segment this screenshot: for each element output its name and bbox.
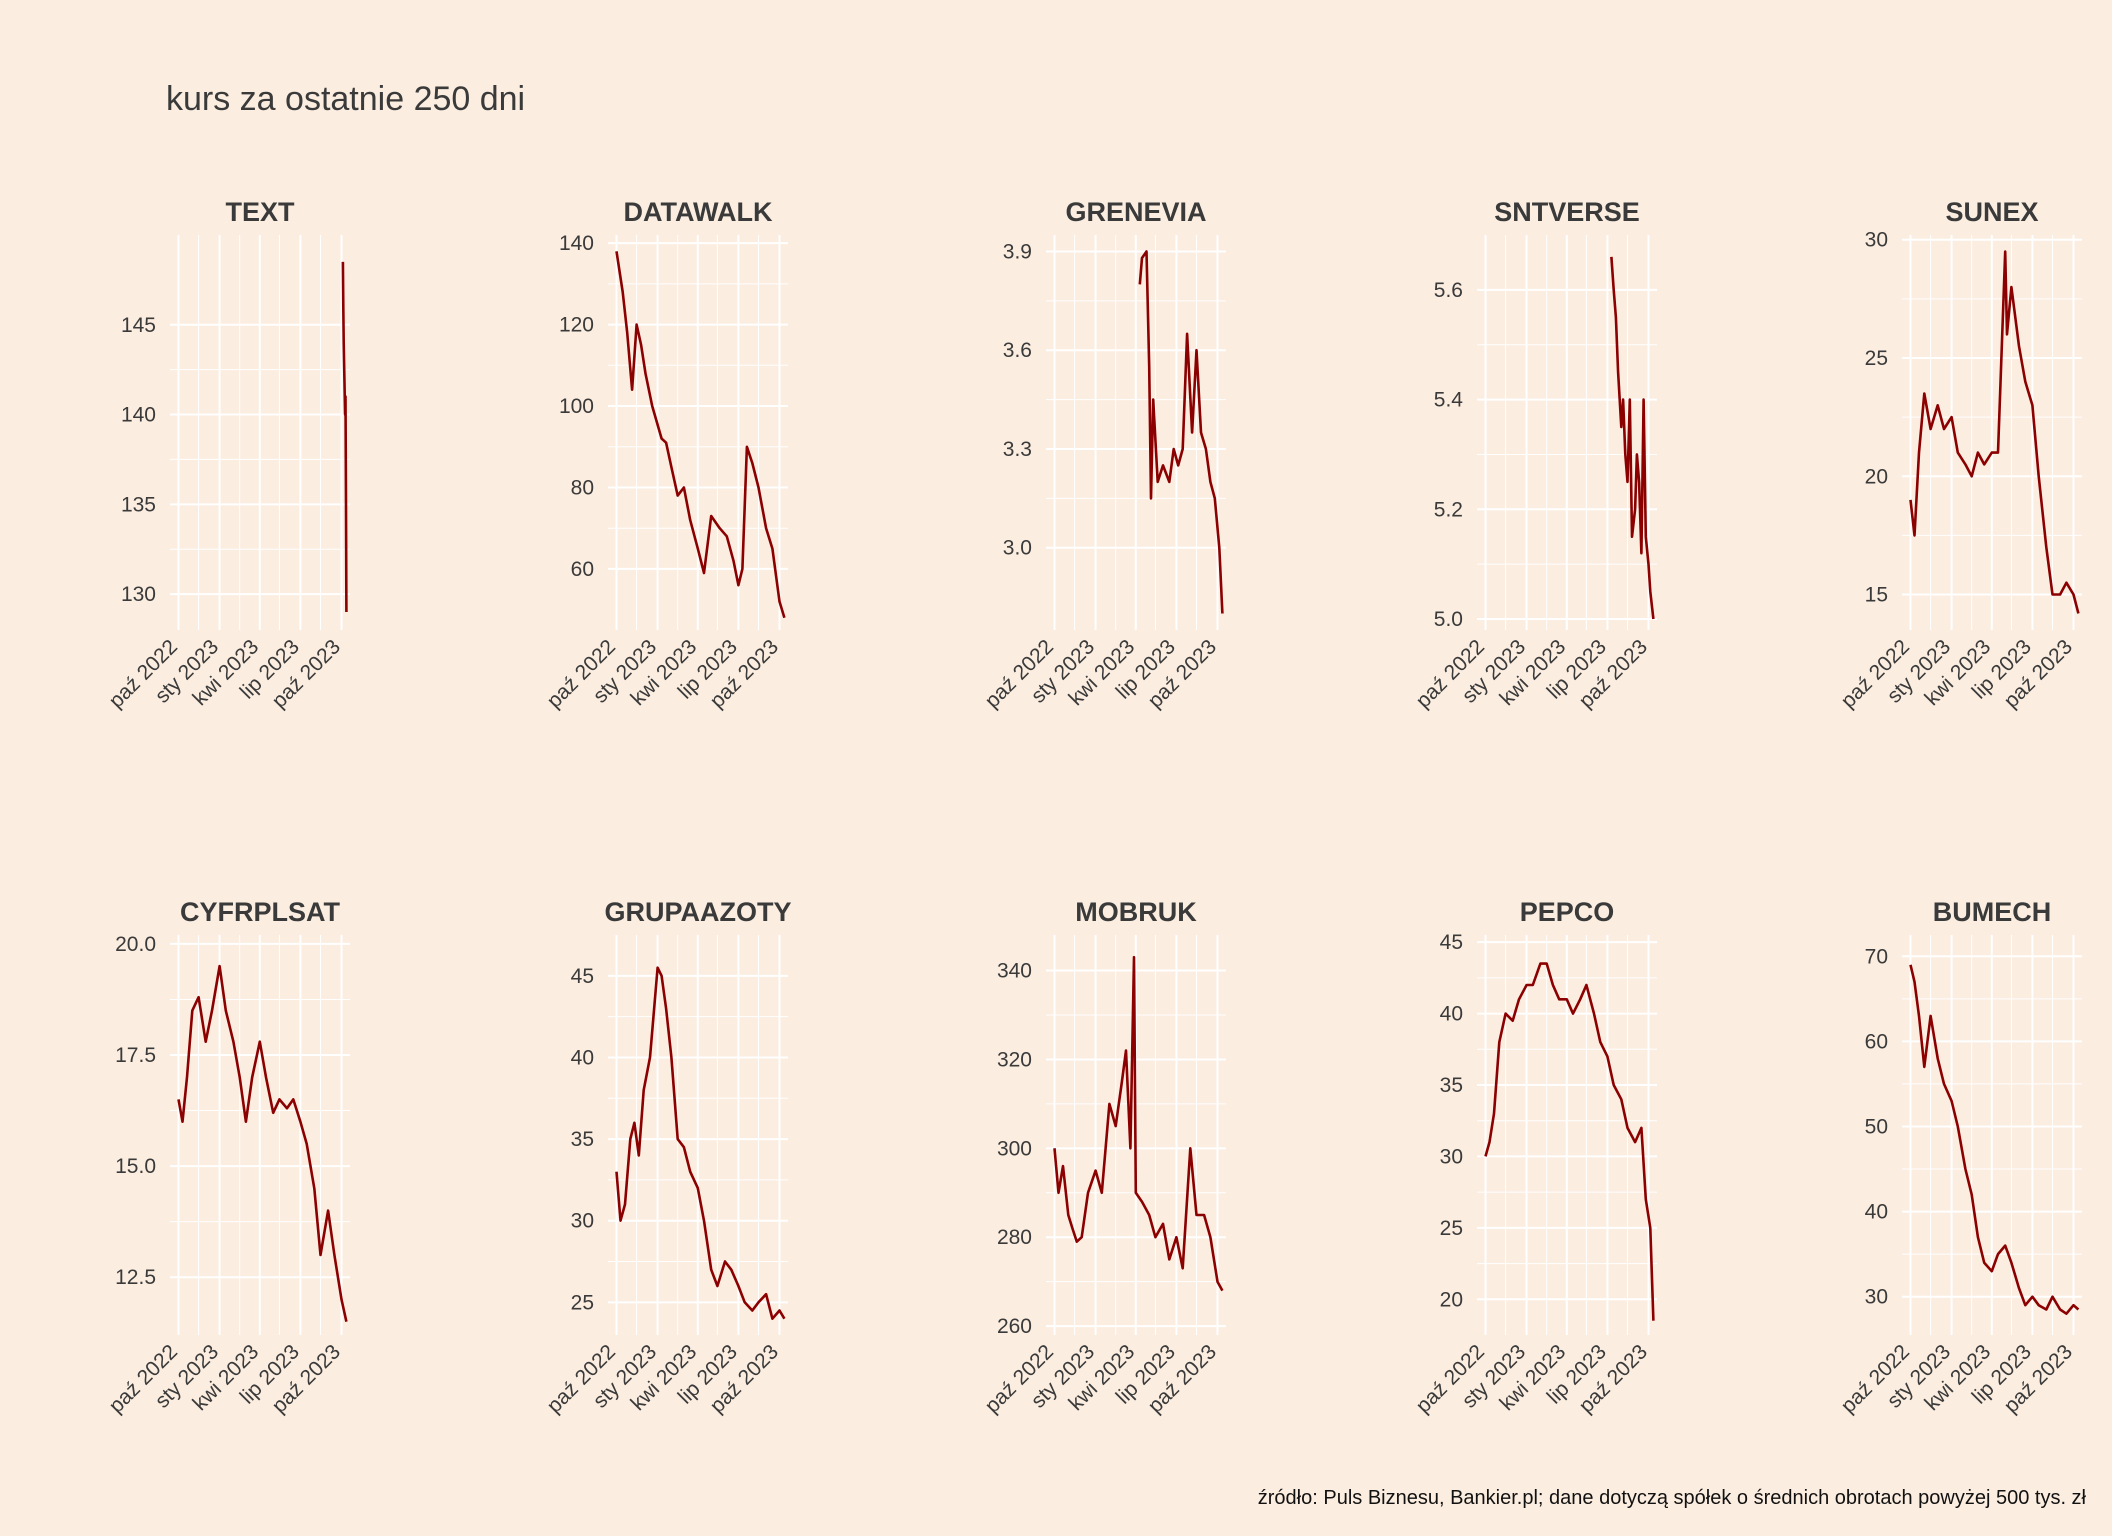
y-tick-label: 5.4	[1434, 389, 1464, 412]
y-tick-label: 140	[559, 232, 594, 255]
y-tick-label: 30	[1440, 1145, 1463, 1168]
facet-title: DATAWALK	[624, 197, 773, 227]
y-tick-label: 3.6	[1003, 339, 1032, 362]
y-tick-label: 40	[571, 1046, 594, 1069]
y-tick-label: 135	[121, 493, 156, 516]
y-tick-label: 100	[559, 395, 594, 418]
price-line	[1053, 955, 1224, 1292]
y-tick-label: 145	[121, 314, 156, 337]
y-tick-label: 260	[997, 1315, 1032, 1338]
y-tick-label: 340	[997, 960, 1032, 983]
y-tick-label: 30	[1865, 1286, 1888, 1309]
facet-title: CYFRPLSAT	[180, 897, 341, 927]
facet-title: SUNEX	[1945, 197, 2038, 227]
y-tick-label: 25	[571, 1291, 594, 1314]
y-tick-label: 120	[559, 314, 594, 337]
facet-title: MOBRUK	[1075, 897, 1197, 927]
y-tick-label: 320	[997, 1048, 1032, 1071]
y-tick-label: 5.6	[1434, 279, 1463, 302]
price-line	[1909, 250, 2080, 614]
y-tick-label: 20	[1440, 1288, 1463, 1311]
y-tick-label: 140	[121, 404, 156, 427]
y-tick-label: 60	[1865, 1030, 1888, 1053]
y-tick-label: 30	[571, 1210, 594, 1233]
y-tick-label: 45	[1440, 931, 1463, 954]
y-tick-label: 50	[1865, 1115, 1888, 1138]
y-tick-label: 25	[1865, 347, 1888, 370]
y-tick-label: 15	[1865, 584, 1888, 607]
y-tick-label: 20.0	[115, 933, 156, 956]
price-line	[615, 966, 786, 1320]
facet-title: GRUPAAZOTY	[605, 897, 792, 927]
figure-caption: źródło: Puls Biznesu, Bankier.pl; dane d…	[1258, 1487, 2087, 1509]
facet-title: GRENEVIA	[1065, 197, 1206, 227]
y-tick-label: 40	[1440, 1003, 1463, 1026]
facet-title: TEXT	[225, 197, 295, 227]
facet-title: PEPCO	[1520, 897, 1615, 927]
y-tick-label: 130	[121, 583, 156, 606]
price-line	[1138, 250, 1224, 614]
y-tick-label: 3.3	[1003, 438, 1032, 461]
y-tick-label: 3.0	[1003, 537, 1032, 560]
y-tick-label: 70	[1865, 945, 1888, 968]
facet-title: SNTVERSE	[1494, 197, 1640, 227]
y-tick-label: 5.0	[1434, 608, 1463, 631]
y-tick-label: 40	[1865, 1201, 1888, 1224]
y-tick-label: 35	[1440, 1074, 1463, 1097]
figure-title: kurs za ostatnie 250 dni	[166, 80, 525, 118]
y-tick-label: 17.5	[115, 1044, 156, 1067]
price-line	[1484, 962, 1655, 1321]
price-line	[177, 964, 348, 1322]
y-tick-label: 280	[997, 1226, 1032, 1249]
y-tick-label: 300	[997, 1137, 1032, 1160]
y-tick-label: 60	[571, 558, 594, 581]
y-tick-label: 80	[571, 476, 594, 499]
y-tick-label: 35	[571, 1128, 594, 1151]
price-line	[1909, 964, 2080, 1315]
y-tick-label: 15.0	[115, 1155, 156, 1178]
price-line	[615, 251, 786, 619]
price-line	[341, 261, 348, 613]
y-tick-label: 25	[1440, 1217, 1463, 1240]
price-line	[1610, 256, 1655, 620]
y-tick-label: 20	[1865, 465, 1888, 488]
y-tick-label: 45	[571, 965, 594, 988]
y-tick-label: 30	[1865, 229, 1888, 252]
y-tick-label: 3.9	[1003, 240, 1032, 263]
y-tick-label: 5.2	[1434, 498, 1463, 521]
y-tick-label: 12.5	[115, 1266, 156, 1289]
facet-title: BUMECH	[1933, 897, 2052, 927]
